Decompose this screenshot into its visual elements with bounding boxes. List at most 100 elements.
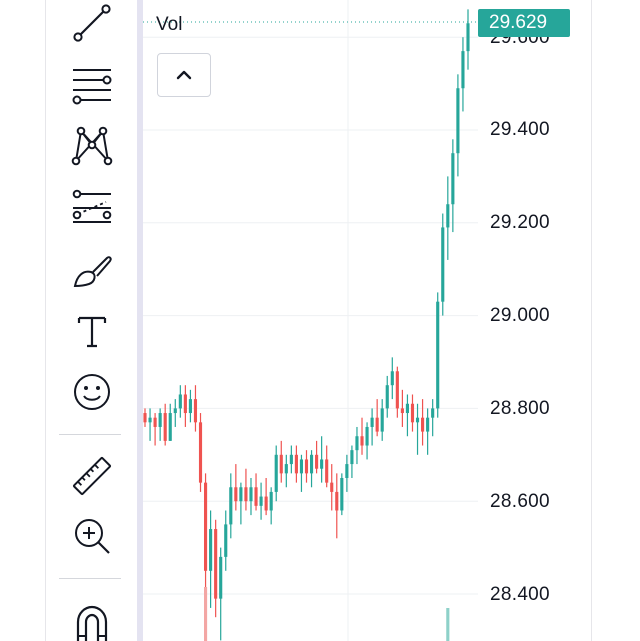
candle-body <box>249 487 253 502</box>
candle-body <box>400 408 404 414</box>
candle-body <box>148 417 152 423</box>
emoji-tool[interactable] <box>64 364 120 420</box>
brush-icon <box>73 256 112 288</box>
candle-body <box>385 385 389 409</box>
candle-body <box>153 417 157 427</box>
candle-body <box>365 426 369 446</box>
magnet-tool[interactable] <box>64 595 120 641</box>
candle-body <box>244 487 248 502</box>
candle-body <box>254 487 258 506</box>
candle-body <box>163 413 167 441</box>
candle-body <box>143 413 147 423</box>
candle-body <box>441 227 445 302</box>
volume-bar <box>203 587 208 641</box>
candle-body <box>340 478 344 511</box>
candle-body <box>294 454 298 474</box>
forecast-icon <box>72 189 112 223</box>
price-axis-label: 29.400 <box>490 119 550 140</box>
xabcd-pattern-icon <box>71 126 113 166</box>
candle-body <box>466 23 470 52</box>
candle-body <box>446 204 450 228</box>
chevron-up-icon <box>176 70 192 80</box>
candle-body <box>284 464 288 474</box>
trend-line-tool[interactable] <box>64 0 120 50</box>
candle-body <box>188 399 192 414</box>
candle-body <box>325 459 329 483</box>
candle-body <box>405 403 410 414</box>
candle-body <box>461 51 465 89</box>
current-price-badge: 29.629 <box>478 9 570 37</box>
candle-body <box>421 417 425 432</box>
candle-body <box>436 301 440 409</box>
volume-legend-label[interactable]: Vol <box>156 14 183 35</box>
candle-body <box>234 487 238 502</box>
ruler-icon <box>73 457 111 495</box>
candle-body <box>239 487 243 502</box>
candle-body <box>415 417 420 423</box>
text-tool[interactable] <box>64 303 120 359</box>
fib-retracement-tool[interactable] <box>64 57 120 113</box>
pane-divider[interactable] <box>137 0 143 641</box>
volume-bar <box>446 608 450 641</box>
candle-body <box>410 403 415 423</box>
candle-body <box>259 496 263 506</box>
candle-body <box>173 408 177 414</box>
toolbar-divider <box>59 434 121 435</box>
candle-body <box>289 454 293 465</box>
candle-body <box>345 464 349 478</box>
price-axis-label: 28.400 <box>490 584 550 605</box>
candle-body <box>375 417 379 432</box>
candle-body <box>380 408 384 432</box>
candle-body <box>193 399 198 423</box>
trend-line-icon <box>73 4 111 42</box>
candle-body <box>456 88 460 154</box>
candle-body <box>335 491 339 511</box>
zoom-in-icon <box>75 519 110 554</box>
candle-body <box>355 436 359 451</box>
candle-body <box>279 454 283 474</box>
collapse-legend-button[interactable] <box>157 53 211 97</box>
candle-body <box>320 459 324 469</box>
zoom-in-tool[interactable] <box>64 508 120 564</box>
candle-body <box>451 153 455 205</box>
brush-tool[interactable] <box>64 243 120 299</box>
emoji-icon <box>74 374 110 410</box>
ruler-tool[interactable] <box>64 448 120 504</box>
text-icon <box>77 316 107 348</box>
candle-body <box>330 482 334 492</box>
candlestick-chart[interactable] <box>143 0 478 641</box>
candle-body <box>178 394 182 409</box>
candle-body <box>158 413 162 427</box>
candle-body <box>183 394 187 414</box>
candle-body <box>198 422 203 483</box>
price-axis-label: 28.600 <box>490 491 550 512</box>
candle-body <box>370 417 374 427</box>
candle-body <box>203 482 208 571</box>
magnet-icon <box>76 605 108 641</box>
toolbar-divider <box>59 578 121 579</box>
candle-body <box>224 524 228 557</box>
price-axis[interactable]: 29.600 29.400 29.200 29.000 28.800 28.60… <box>478 0 570 641</box>
price-axis-label: 29.200 <box>490 212 550 233</box>
candle-body <box>390 371 394 386</box>
price-axis-label: 29.000 <box>490 305 550 326</box>
candle-body <box>431 408 435 418</box>
price-axis-label: 28.800 <box>490 398 550 419</box>
candle-body <box>168 413 172 441</box>
drawing-toolbar <box>45 0 137 641</box>
fib-retracement-icon <box>72 69 112 105</box>
candle-body <box>214 529 218 599</box>
candle-body <box>350 450 354 465</box>
candle-body <box>209 529 213 571</box>
candle-body <box>309 454 314 474</box>
candle-body <box>299 459 304 474</box>
candle-body <box>304 459 309 474</box>
candle-body <box>315 454 319 469</box>
chart-pane[interactable] <box>143 0 478 641</box>
pattern-tool[interactable] <box>64 117 120 173</box>
candle-body <box>274 454 278 492</box>
candle-body <box>219 556 223 599</box>
candle-body <box>229 487 233 525</box>
candle-body <box>395 371 399 409</box>
forecast-tool[interactable] <box>64 180 120 236</box>
